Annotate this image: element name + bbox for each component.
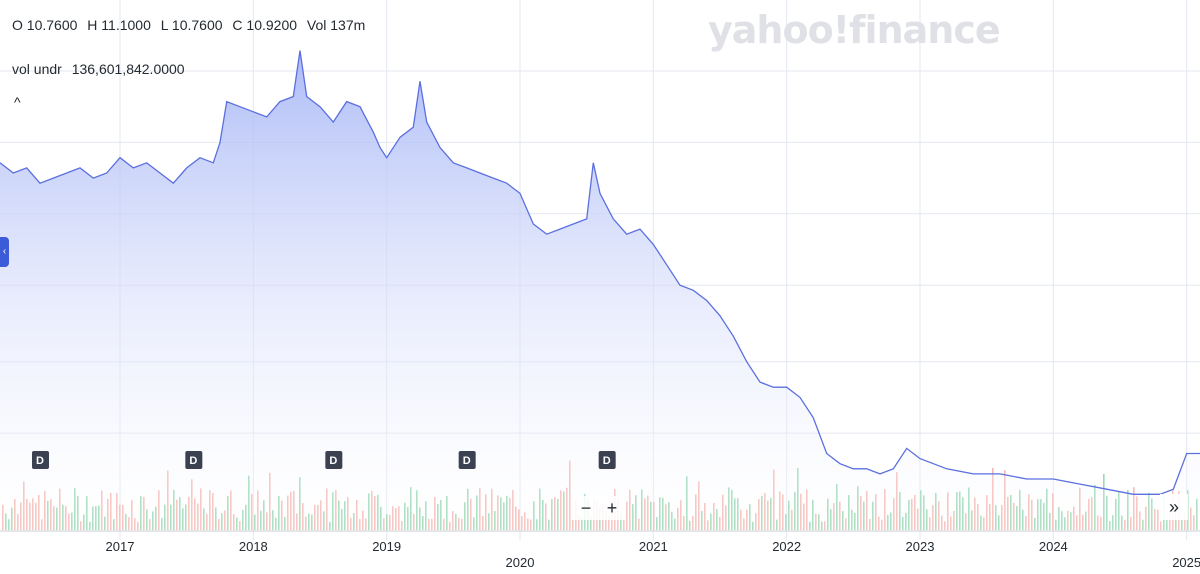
collapse-caret-icon[interactable]: ^ (14, 94, 21, 110)
open-value: O 10.7600 (12, 17, 78, 33)
close-value: C 10.9200 (232, 17, 298, 33)
dividend-marker[interactable]: D (32, 451, 49, 469)
svg-text:D: D (463, 455, 471, 467)
vol-undr-value: 136,601,842.0000 (71, 61, 185, 77)
x-tick-label: 2019 (372, 539, 401, 554)
dividend-marker[interactable]: D (185, 451, 203, 469)
side-panel-toggle[interactable]: ‹ (0, 237, 9, 267)
x-tick-label: 2018 (239, 539, 268, 554)
zoom-controls: − + (573, 496, 625, 520)
volume-value: Vol 137m (306, 17, 366, 33)
fast-forward-icon[interactable]: » (1160, 494, 1188, 520)
x-tick-label: 2022 (772, 539, 801, 554)
yahoo-finance-logo: yahoo!finance (708, 8, 1001, 52)
svg-text:D: D (329, 455, 337, 467)
x-tick-label: 2023 (906, 539, 935, 554)
price-area (0, 50, 1200, 530)
dividend-marker[interactable]: D (458, 451, 476, 469)
svg-text:D: D (36, 455, 44, 467)
vol-undr-readout: vol undr 136,601,842.0000 (12, 61, 191, 77)
x-tick-label: 2025 (1172, 555, 1200, 570)
price-line (0, 50, 1200, 495)
svg-text:D: D (603, 455, 611, 467)
x-tick-label: 2024 (1039, 539, 1068, 554)
x-tick-label: 2020 (506, 555, 535, 570)
dividend-marker[interactable]: D (598, 451, 616, 469)
x-tick-label: 2017 (106, 539, 135, 554)
x-tick-label: 2021 (639, 539, 668, 554)
high-value: H 11.1000 (87, 17, 151, 33)
dividend-marker[interactable]: D (325, 451, 343, 469)
low-value: L 10.7600 (160, 17, 223, 33)
zoom-out-button[interactable]: − (573, 496, 599, 520)
svg-text:D: D (189, 455, 197, 467)
vol-undr-label: vol undr (12, 61, 62, 77)
ohlc-readout: O 10.7600 H 11.1000 L 10.7600 C 10.9200 … (12, 17, 371, 33)
x-axis: 2017 2018 2019 2020 2021 2022 2023 2024 2025 (0, 530, 1200, 570)
zoom-in-button[interactable]: + (599, 496, 625, 520)
